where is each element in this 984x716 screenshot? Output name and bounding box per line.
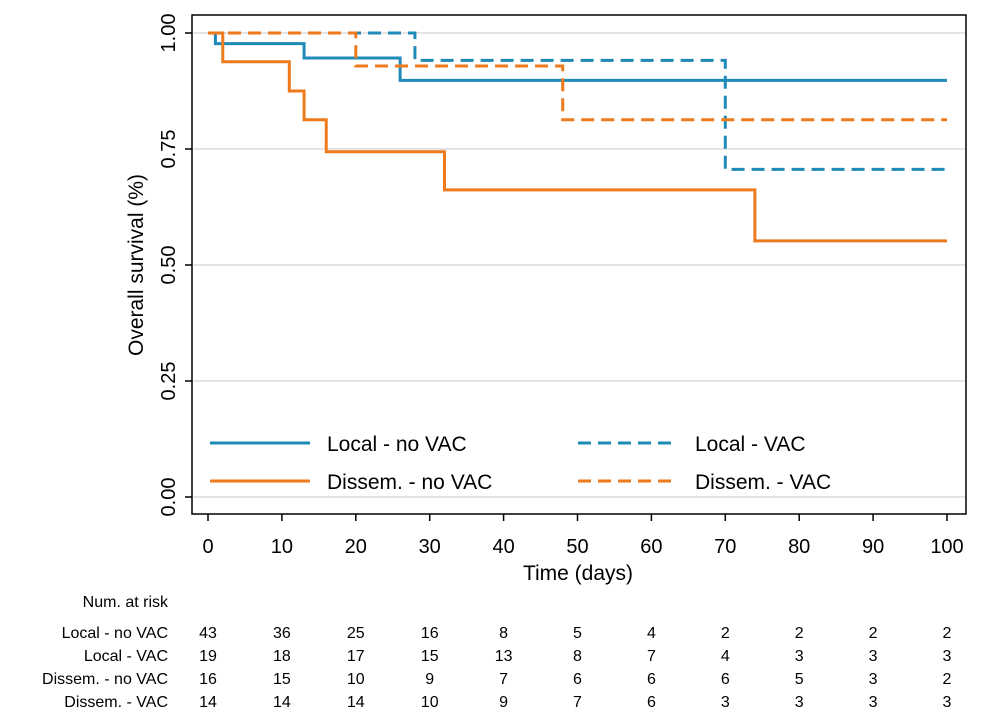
risk-count: 15	[421, 648, 439, 665]
risk-count: 5	[573, 625, 582, 642]
risk-count: 7	[499, 671, 508, 688]
legend-label: Dissem. - VAC	[695, 471, 831, 494]
risk-count: 4	[647, 625, 656, 642]
risk-count: 4	[721, 648, 730, 665]
risk-count: 3	[943, 694, 952, 711]
risk-count: 2	[721, 625, 730, 642]
risk-count: 2	[795, 625, 804, 642]
risk-count: 10	[421, 694, 439, 711]
risk-count: 3	[869, 648, 878, 665]
y-axis-title: Overall survival (%)	[125, 174, 148, 356]
y-tick-label: 0.50	[158, 246, 180, 285]
risk-count: 5	[795, 671, 804, 688]
risk-count: 3	[721, 694, 730, 711]
risk-count: 3	[795, 648, 804, 665]
survival-curve-dissem-vac	[208, 31, 947, 122]
x-tick-label: 100	[930, 536, 963, 558]
risk-row-label: Local - VAC	[84, 648, 168, 665]
y-tick-label: 1.00	[158, 14, 180, 53]
x-tick-label: 90	[862, 536, 884, 558]
risk-count: 18	[273, 648, 291, 665]
axis-layer: 0.00 0.25 0.50 0.75 1.00 0 10 20 30 40 50 60 70 80 90 1…	[158, 14, 964, 558]
survival-curve-local-vac	[208, 31, 947, 171]
risk-count: 7	[573, 694, 582, 711]
risk-count: 14	[273, 694, 291, 711]
risk-count: 6	[721, 671, 730, 688]
risk-count: 13	[495, 648, 513, 665]
risk-count: 9	[499, 694, 508, 711]
risk-count: 8	[573, 648, 582, 665]
risk-count: 7	[647, 648, 656, 665]
survival-curve-local-no-vac	[208, 31, 947, 82]
risk-count: 25	[347, 625, 365, 642]
x-tick-label: 10	[271, 536, 293, 558]
legend-label: Local - VAC	[695, 433, 806, 456]
risk-count: 9	[425, 671, 434, 688]
risk-count: 10	[347, 671, 365, 688]
risk-row-label: Local - no VAC	[62, 625, 168, 642]
risk-count: 2	[869, 625, 878, 642]
risk-count: 3	[869, 671, 878, 688]
x-tick-label: 80	[788, 536, 810, 558]
x-tick-label: 20	[345, 536, 367, 558]
legend: Local - no VAC Local - VAC Dissem. - no VA…	[210, 433, 831, 494]
risk-count: 16	[421, 625, 439, 642]
risk-count: 2	[943, 671, 952, 688]
risk-count: 6	[647, 694, 656, 711]
survival-curve-dissem-no-vac	[208, 31, 947, 243]
y-tick-label: 0.75	[158, 130, 180, 169]
legend-label: Dissem. - no VAC	[327, 471, 492, 494]
risk-row-label: Dissem. - no VAC	[42, 671, 168, 688]
x-tick-label: 0	[202, 536, 213, 558]
y-tick-label: 0.25	[158, 362, 180, 401]
risk-count: 2	[943, 625, 952, 642]
y-tick-label: 0.00	[158, 478, 180, 517]
risk-count: 17	[347, 648, 365, 665]
legend-label: Local - no VAC	[327, 433, 467, 456]
risk-row-label: Dissem. - VAC	[64, 694, 168, 711]
x-tick-label: 50	[566, 536, 588, 558]
risk-count: 14	[199, 694, 217, 711]
grid-layer	[193, 32, 965, 498]
risk-count: 3	[943, 648, 952, 665]
risk-count: 43	[199, 625, 217, 642]
x-axis-title: Time (days)	[523, 562, 633, 585]
x-tick-label: 30	[419, 536, 441, 558]
risk-table-title: Num. at risk	[83, 594, 169, 611]
risk-count: 8	[499, 625, 508, 642]
risk-count: 36	[273, 625, 291, 642]
series-layer	[208, 31, 947, 243]
risk-count: 15	[273, 671, 291, 688]
x-tick-label: 40	[492, 536, 514, 558]
x-tick-label: 70	[714, 536, 736, 558]
x-tick-label: 60	[640, 536, 662, 558]
risk-count: 3	[869, 694, 878, 711]
risk-count: 14	[347, 694, 365, 711]
risk-count: 19	[199, 648, 217, 665]
risk-count: 16	[199, 671, 217, 688]
risk-count: 6	[647, 671, 656, 688]
risk-count: 6	[573, 671, 582, 688]
risk-count: 3	[795, 694, 804, 711]
